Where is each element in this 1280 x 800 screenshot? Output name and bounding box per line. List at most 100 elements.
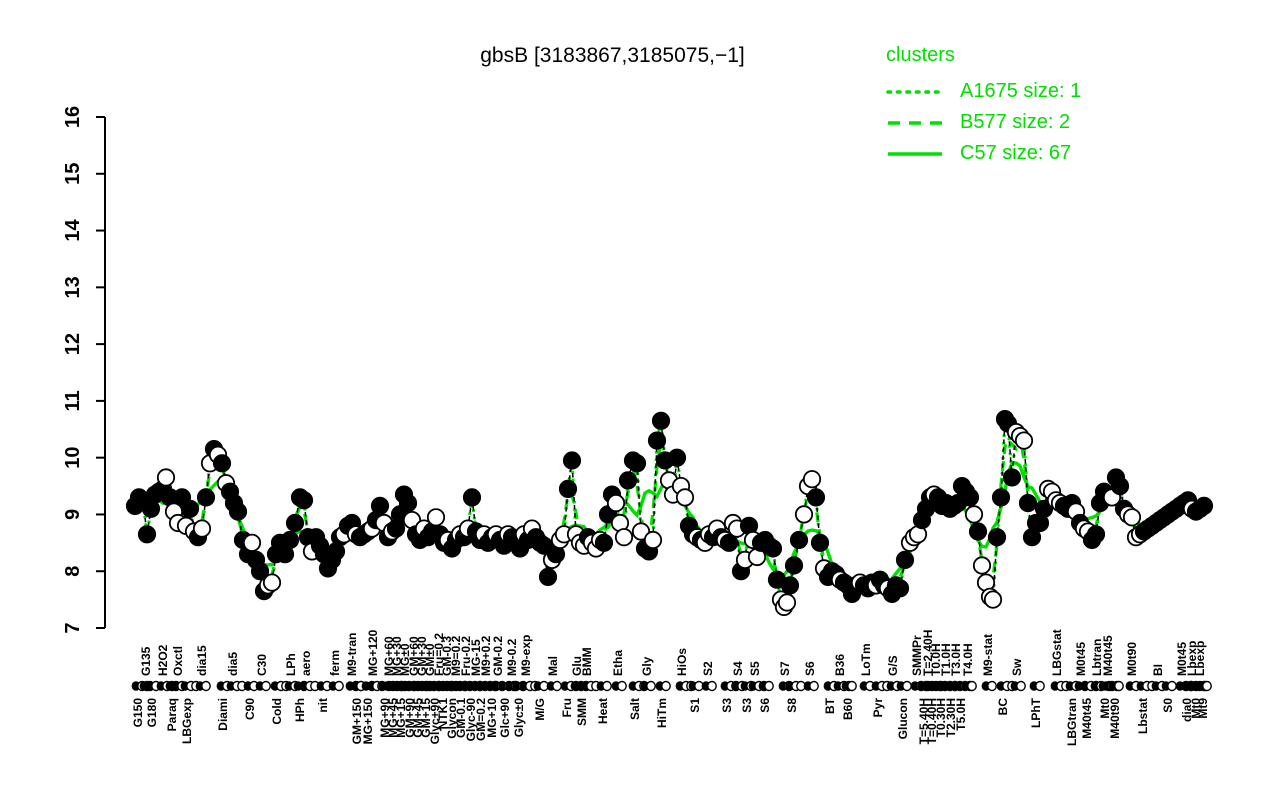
condition-label: GM-0.3 (440, 636, 454, 676)
data-point-filled (1018, 493, 1038, 513)
condition-label: GM+60 (407, 636, 421, 676)
data-point-filled (780, 576, 800, 595)
data-point-open (675, 488, 695, 507)
condition-label: C90 (243, 698, 257, 720)
y-tick-label: 13 (62, 276, 84, 298)
condition-label: M0t45 (1175, 642, 1189, 676)
condition-label: GM+30 (415, 636, 429, 676)
data-point-open (972, 556, 992, 575)
condition-label: Glc+90 (498, 698, 512, 738)
condition-label: Paraq (165, 698, 179, 731)
data-point-filled (250, 562, 270, 581)
sample-dot-open (1114, 680, 1124, 692)
condition-label: MG+45 (386, 698, 400, 738)
condition-label: C30 (255, 654, 269, 676)
condition-label: MG+10 (485, 698, 499, 738)
y-tick-label: 9 (62, 509, 84, 520)
condition-label: Lbexp (1193, 641, 1207, 676)
data-point-filled (1194, 496, 1214, 515)
condition-label: LBGstat (1050, 629, 1064, 676)
sample-dot-open (661, 680, 671, 692)
condition-label: BI (1151, 664, 1165, 676)
y-tick-label: 8 (62, 566, 84, 577)
data-point-filled (784, 556, 804, 575)
sample-dot-open (809, 680, 819, 692)
condition-label: T=0.40H (925, 698, 939, 744)
condition-label: T0.0H (929, 643, 943, 676)
data-point-filled (294, 491, 314, 510)
condition-label: T=5.40H (917, 698, 931, 744)
condition-label: GM-0.2 (491, 636, 505, 676)
condition-label: M40t45 (1101, 635, 1115, 676)
condition-label: Oxctl (171, 646, 185, 676)
dotted-line-icon (886, 89, 944, 94)
data-point-filled (895, 550, 915, 570)
condition-label: S2 (701, 661, 715, 676)
condition-label: M40t45 (1080, 698, 1094, 739)
condition-label: T0.30H (934, 698, 948, 737)
condition-label: S8 (785, 698, 799, 713)
condition-label: Lbexp (1185, 641, 1199, 676)
condition-label: ferm (328, 650, 342, 676)
data-point-filled (789, 530, 809, 550)
condition-label: Mt9 (1196, 698, 1210, 719)
condition-label: MG+30 (390, 636, 404, 676)
condition-label: Glu (570, 656, 584, 676)
dashed-line-icon (888, 120, 942, 125)
sample-dot-open (602, 680, 612, 692)
sample-dot-open (1167, 680, 1177, 692)
data-point-filled (651, 411, 671, 430)
condition-label: Salt (628, 698, 642, 720)
data-point-filled (618, 471, 638, 490)
data-point-filled (594, 533, 614, 552)
data-point-filled (991, 488, 1011, 507)
data-point-open (262, 573, 282, 592)
condition-label: Glycon (445, 698, 459, 739)
sample-dot-open (847, 680, 857, 692)
data-point-filled (647, 431, 667, 450)
condition-label: Pyr (871, 698, 885, 718)
condition-label: LPh (284, 653, 298, 676)
condition-label: G150 (131, 698, 145, 728)
condition-label: NTK1 (436, 698, 450, 730)
data-point-filled (763, 539, 783, 558)
condition-label: GM-0.1 (454, 698, 468, 738)
condition-label: Fru-0.2 (459, 636, 473, 676)
condition-label: M0t45 (1074, 642, 1088, 676)
data-point-filled (627, 454, 647, 473)
condition-label: aero (299, 651, 313, 676)
data-point-open (192, 519, 212, 538)
data-point-filled (558, 479, 578, 498)
data-point-open (802, 470, 822, 489)
condition-label: B36 (833, 654, 847, 676)
data-point-filled (1110, 476, 1130, 496)
legend-item-label: A1675 size: 1 (960, 80, 1082, 102)
condition-label: dia15 (195, 645, 209, 676)
data-point-filled (180, 499, 200, 518)
solid-line-icon (888, 151, 942, 156)
sample-dot-open (902, 680, 912, 692)
data-point-open (156, 468, 176, 487)
data-point-filled (137, 525, 157, 544)
data-point-open (794, 505, 814, 524)
condition-label: S5 (748, 661, 762, 676)
data-point-open (983, 590, 1003, 609)
condition-label: S4 (731, 661, 745, 676)
condition-label: LPhT (1029, 697, 1043, 728)
condition-label: GM+45 (411, 698, 425, 738)
condition-label: M/G (533, 698, 547, 721)
data-point-filled (810, 533, 830, 552)
data-point-open (1122, 508, 1142, 527)
condition-label: Gly (640, 656, 654, 676)
condition-label: M9-tran (345, 633, 359, 676)
condition-label: Glyc-90 (464, 698, 478, 742)
condition-label: B60 (841, 698, 855, 720)
condition-label: MG±0 (398, 643, 412, 676)
sample-dot-open (261, 680, 271, 692)
condition-label: MG+150 (361, 698, 375, 745)
y-tick-label: 10 (62, 447, 84, 469)
condition-label: GM=0.2 (474, 698, 488, 741)
legend-item-label: B577 size: 2 (960, 111, 1071, 133)
condition-label: S6 (803, 661, 817, 676)
condition-label: BMM (580, 647, 594, 676)
